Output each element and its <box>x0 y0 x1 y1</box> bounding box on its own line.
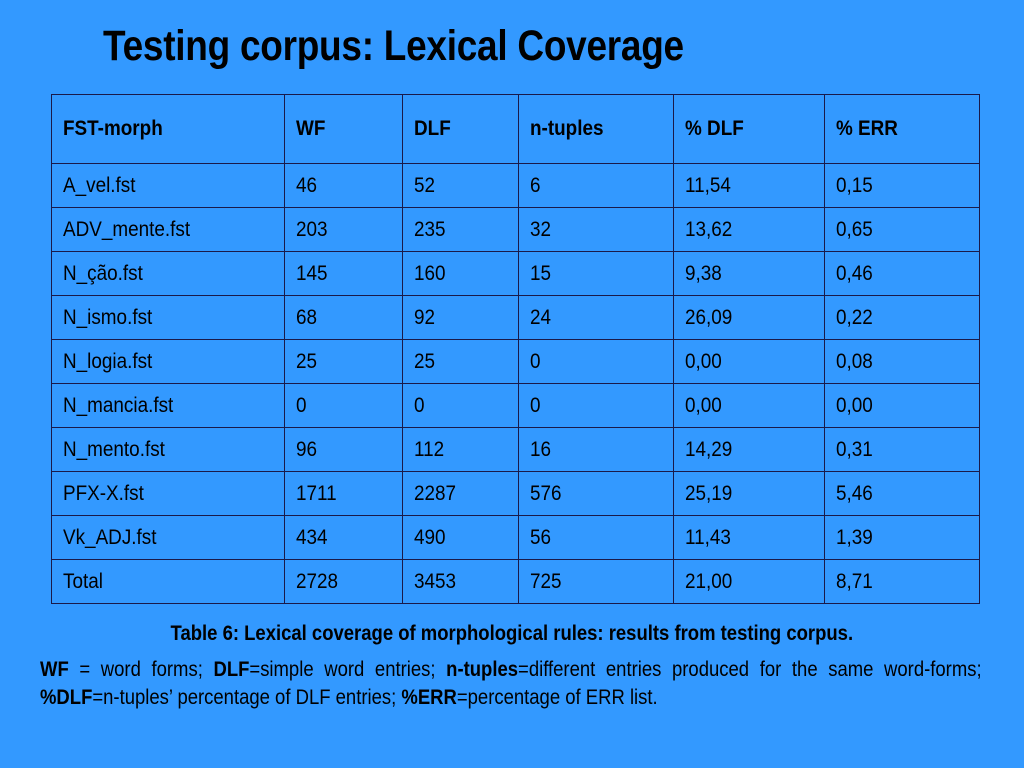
note-pdlf-def: =n-tuples’ percentage of DLF entries; <box>92 686 402 709</box>
table-cell: 1,39 <box>824 515 980 560</box>
table-cell: 5,46 <box>824 471 980 516</box>
table-cell: 26,09 <box>673 295 826 340</box>
table-cell: 11,43 <box>673 515 826 560</box>
note-dlf-term: DLF <box>213 658 250 681</box>
header-dlf: DLF <box>401 94 520 164</box>
table-row: A_vel.fst 46 52 6 11,54 0,15 <box>51 163 980 208</box>
coverage-table: FST-morph WF DLF n-tuples % DLF % ERR A_… <box>51 94 980 604</box>
table-cell: 24 <box>518 295 675 340</box>
table-notes: WF = word forms; DLF=simple word entries… <box>40 656 982 712</box>
table-cell: 0,15 <box>824 163 980 208</box>
table-row: PFX-X.fst 1711 2287 576 25,19 5,46 <box>51 471 980 516</box>
table-cell: 0,46 <box>824 251 980 296</box>
table-cell: PFX-X.fst <box>51 471 285 516</box>
slide-title: Testing corpus: Lexical Coverage <box>103 22 684 70</box>
table-cell: 0,00 <box>673 383 826 428</box>
table-cell: Vk_ADJ.fst <box>51 515 285 560</box>
table-cell: 0,00 <box>824 383 980 428</box>
table-cell: 235 <box>401 207 520 252</box>
note-perr-term: %ERR <box>401 686 457 709</box>
header-percent-err: % ERR <box>824 94 980 164</box>
note-wf-term: WF <box>40 658 69 681</box>
table-cell: 2728 <box>283 559 403 604</box>
table-row: Vk_ADJ.fst 434 490 56 11,43 1,39 <box>51 515 980 560</box>
header-fst-morph: FST-morph <box>51 94 285 164</box>
header-wf: WF <box>283 94 403 164</box>
table-cell: 2287 <box>401 471 520 516</box>
table-cell: 434 <box>283 515 403 560</box>
table-cell: 0,22 <box>824 295 980 340</box>
table-cell: 25 <box>283 339 403 384</box>
header-percent-dlf: % DLF <box>673 94 826 164</box>
table-cell: A_vel.fst <box>51 163 285 208</box>
table-cell: 96 <box>283 427 403 472</box>
table-cell: 725 <box>518 559 675 604</box>
table-cell: 13,62 <box>673 207 826 252</box>
table-cell: 160 <box>401 251 520 296</box>
table-cell: N_mento.fst <box>51 427 285 472</box>
table-cell: N_mancia.fst <box>51 383 285 428</box>
table-cell: 0,31 <box>824 427 980 472</box>
table-cell: N_ismo.fst <box>51 295 285 340</box>
table-cell: Total <box>51 559 285 604</box>
table-cell: 16 <box>518 427 675 472</box>
header-n-tuples: n-tuples <box>518 94 675 164</box>
note-ntuples-def: =different entries produced for the same… <box>518 658 982 681</box>
table-cell: 145 <box>283 251 403 296</box>
table-cell: 92 <box>401 295 520 340</box>
table-cell: 0,65 <box>824 207 980 252</box>
table-cell: 112 <box>401 427 520 472</box>
table-cell: 52 <box>401 163 520 208</box>
table-cell: 56 <box>518 515 675 560</box>
table-cell: 0,08 <box>824 339 980 384</box>
table-cell: 9,38 <box>673 251 826 296</box>
table-cell: 1711 <box>283 471 403 516</box>
table-cell: 0 <box>401 383 520 428</box>
table-row: N_ção.fst 145 160 15 9,38 0,46 <box>51 251 980 296</box>
table-cell: 25,19 <box>673 471 826 516</box>
note-perr-def: =percentage of ERR list. <box>456 686 658 709</box>
table-cell: 0 <box>283 383 403 428</box>
table-cell: 25 <box>401 339 520 384</box>
table-cell: 3453 <box>401 559 520 604</box>
table-row: N_mento.fst 96 112 16 14,29 0,31 <box>51 427 980 472</box>
table-cell: 46 <box>283 163 403 208</box>
table-row: N_mancia.fst 0 0 0 0,00 0,00 <box>51 383 980 428</box>
table-cell: 576 <box>518 471 675 516</box>
table-cell: 6 <box>518 163 675 208</box>
table-cell: 11,54 <box>673 163 826 208</box>
table-header-row: FST-morph WF DLF n-tuples % DLF % ERR <box>51 94 980 164</box>
table-cell: 0 <box>518 383 675 428</box>
table-cell: 203 <box>283 207 403 252</box>
note-dlf-def: =simple word entries; <box>249 658 447 681</box>
table-cell: ADV_mente.fst <box>51 207 285 252</box>
table-row: N_logia.fst 25 25 0 0,00 0,08 <box>51 339 980 384</box>
table-cell: 32 <box>518 207 675 252</box>
note-pdlf-term: %DLF <box>40 686 93 709</box>
table-caption: Table 6: Lexical coverage of morphologic… <box>170 622 854 645</box>
note-ntuples-term: n-tuples <box>446 658 519 681</box>
table-cell: 21,00 <box>673 559 826 604</box>
table-cell: 490 <box>401 515 520 560</box>
table-row: ADV_mente.fst 203 235 32 13,62 0,65 <box>51 207 980 252</box>
table-cell: 15 <box>518 251 675 296</box>
table-cell: N_ção.fst <box>51 251 285 296</box>
table-row: N_ismo.fst 68 92 24 26,09 0,22 <box>51 295 980 340</box>
table-cell: 0,00 <box>673 339 826 384</box>
table-row: Total 2728 3453 725 21,00 8,71 <box>51 559 980 604</box>
table-cell: 14,29 <box>673 427 826 472</box>
table-cell: 8,71 <box>824 559 980 604</box>
table-cell: 68 <box>283 295 403 340</box>
table-cell: 0 <box>518 339 675 384</box>
table-cell: N_logia.fst <box>51 339 285 384</box>
note-wf-def: = word forms; <box>68 658 214 681</box>
